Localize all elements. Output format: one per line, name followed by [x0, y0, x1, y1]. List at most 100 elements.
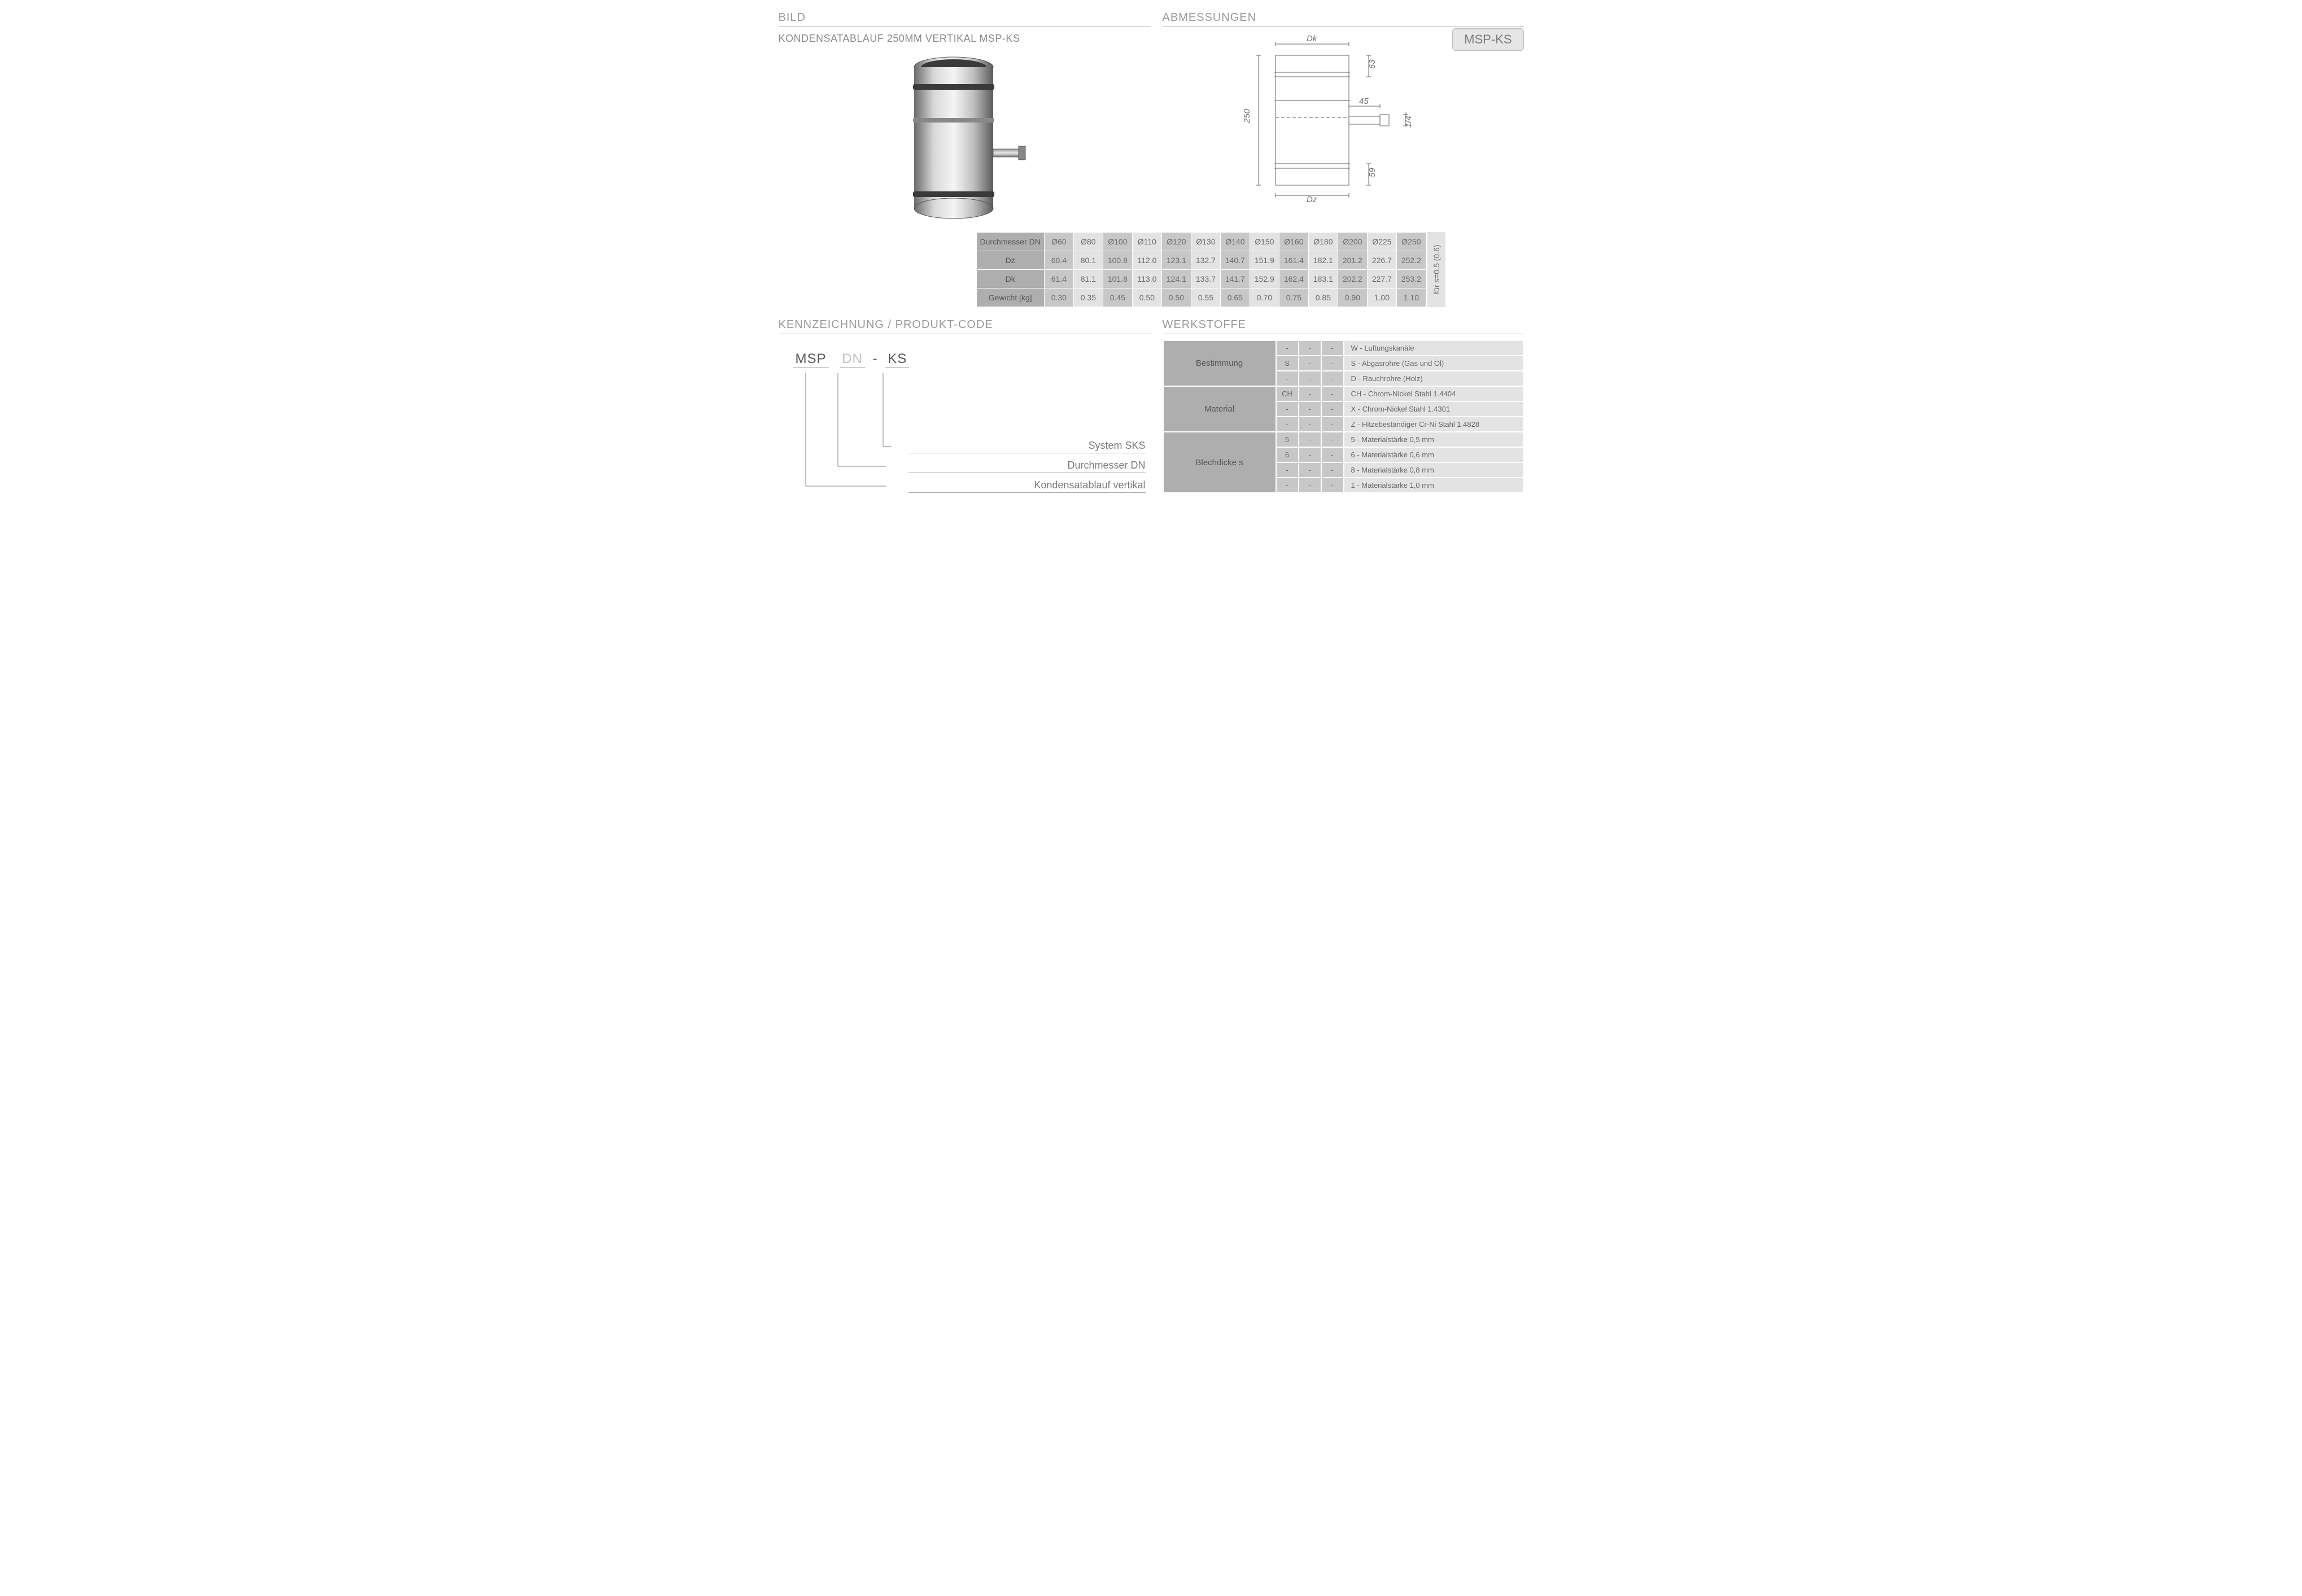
code-seg-ks: KS [885, 351, 909, 368]
dim-col-header: Ø200 [1338, 233, 1367, 251]
dim-cell: 1.10 [1396, 288, 1426, 307]
dim-cell: 133.7 [1191, 270, 1220, 288]
technical-drawing: Dk Dz 250 63 59 45 1/4" [1242, 33, 1445, 202]
werk-category: Material [1163, 386, 1276, 432]
dim-col-header: Ø250 [1396, 233, 1426, 251]
dim-cell: 112.0 [1132, 251, 1161, 270]
werk-code: - [1299, 371, 1321, 386]
werk-code: CH [1276, 386, 1299, 401]
werk-code: - [1299, 401, 1321, 417]
dim-cell: 1.00 [1367, 288, 1396, 307]
dim-cell: 0.90 [1338, 288, 1367, 307]
dim-cell: 227.7 [1367, 270, 1396, 288]
dim-cell: 123.1 [1161, 251, 1191, 270]
werk-desc: 5 - Materialstärke 0,5 mm [1344, 432, 1523, 447]
dim-col-header: Ø180 [1308, 233, 1338, 251]
dim-cell: 0.50 [1132, 288, 1161, 307]
dim-cell: 0.65 [1220, 288, 1250, 307]
werk-code: 5 [1276, 432, 1299, 447]
werk-code: - [1276, 462, 1299, 478]
werk-code: - [1276, 340, 1299, 356]
dim-row-label: Gewicht [kg] [976, 288, 1044, 307]
code-sep: - [873, 351, 878, 366]
dim-cell: 226.7 [1367, 251, 1396, 270]
werk-desc: Z - Hitzebeständiger Cr-Ni Stahl 1.4828 [1344, 417, 1523, 432]
werk-code: - [1276, 417, 1299, 432]
dim-col-header: Ø80 [1073, 233, 1103, 251]
dim-cell: 151.9 [1250, 251, 1279, 270]
svg-text:1/4": 1/4" [1404, 112, 1413, 128]
section-kennzeichnung: KENNZEICHNUNG / PRODUKT-CODE [779, 318, 1151, 334]
dim-cell: 0.70 [1250, 288, 1279, 307]
dim-col-header: Ø130 [1191, 233, 1220, 251]
werk-category: Blechdicke s [1163, 432, 1276, 493]
dim-cell: 201.2 [1338, 251, 1367, 270]
dim-col-header: Ø140 [1220, 233, 1250, 251]
dim-cell: 81.1 [1073, 270, 1103, 288]
werk-desc: CH - Chrom-Nickel Stahl 1.4404 [1344, 386, 1523, 401]
werk-category: Bestimmung [1163, 340, 1276, 386]
dim-cell: 0.35 [1073, 288, 1103, 307]
dim-col-header: Ø110 [1132, 233, 1161, 251]
werk-code: - [1321, 356, 1344, 371]
dim-cell: 0.30 [1044, 288, 1073, 307]
werk-desc: D - Rauchrohre (Holz) [1344, 371, 1523, 386]
dim-col-header: Ø150 [1250, 233, 1279, 251]
dim-row-label: Durchmesser DN [976, 233, 1044, 251]
dim-cell: 0.85 [1308, 288, 1338, 307]
werk-desc: 6 - Materialstärke 0,6 mm [1344, 447, 1523, 462]
werk-code: - [1299, 340, 1321, 356]
dim-cell: 0.50 [1161, 288, 1191, 307]
dim-cell: 202.2 [1338, 270, 1367, 288]
werk-code: - [1299, 356, 1321, 371]
dim-cell: 162.4 [1279, 270, 1308, 288]
svg-text:Dz: Dz [1307, 195, 1317, 202]
werk-code: - [1299, 462, 1321, 478]
werk-code: - [1321, 386, 1344, 401]
werk-code: - [1276, 478, 1299, 493]
dim-cell: 0.45 [1103, 288, 1132, 307]
werkstoffe-table: Bestimmung---W - LuftungskanäleS--S - Ab… [1163, 340, 1524, 493]
svg-text:45: 45 [1359, 97, 1369, 106]
dim-col-header: Ø225 [1367, 233, 1396, 251]
dim-cell: 61.4 [1044, 270, 1073, 288]
svg-text:Dk: Dk [1307, 34, 1318, 43]
dim-cell: 101.8 [1103, 270, 1132, 288]
werk-code: - [1299, 386, 1321, 401]
code-seg-msp: MSP [793, 351, 829, 368]
dim-cell: 0.55 [1191, 288, 1220, 307]
code-seg-dn: DN [840, 351, 865, 368]
dim-cell: 253.2 [1396, 270, 1426, 288]
dim-cell: 113.0 [1132, 270, 1161, 288]
dim-cell: 183.1 [1308, 270, 1338, 288]
dim-col-header: Ø160 [1279, 233, 1308, 251]
dim-col-header: Ø120 [1161, 233, 1191, 251]
svg-text:250: 250 [1242, 108, 1252, 124]
dim-cell: 0.75 [1279, 288, 1308, 307]
dim-cell: 60.4 [1044, 251, 1073, 270]
code-line-1: System SKS [908, 440, 1146, 453]
werk-code: - [1321, 478, 1344, 493]
product-badge: MSP-KS [1452, 28, 1523, 51]
code-tree: System SKS Durchmesser DN Kondensatablau… [796, 373, 1151, 497]
dim-cell: 161.4 [1279, 251, 1308, 270]
werk-desc: S - Abgasrohre (Gas und Öl) [1344, 356, 1523, 371]
dim-cell: 100.8 [1103, 251, 1132, 270]
dimensions-table: Durchmesser DNØ60Ø80Ø100Ø110Ø120Ø130Ø140… [976, 232, 1426, 307]
werk-desc: W - Luftungskanäle [1344, 340, 1523, 356]
dimensions-table-wrap: Durchmesser DNØ60Ø80Ø100Ø110Ø120Ø130Ø140… [976, 232, 1524, 307]
product-code-display: MSP DN - KS [790, 351, 1151, 368]
section-werkstoffe: WERKSTOFFE [1163, 318, 1524, 334]
dim-cell: 140.7 [1220, 251, 1250, 270]
werk-code: - [1299, 432, 1321, 447]
dim-cell: 124.1 [1161, 270, 1191, 288]
dim-col-header: Ø100 [1103, 233, 1132, 251]
werk-code: - [1321, 432, 1344, 447]
werk-code: S [1276, 356, 1299, 371]
werk-code: - [1299, 417, 1321, 432]
werk-desc: 8 - Materialstärke 0,8 mm [1344, 462, 1523, 478]
werk-desc: X - Chrom-Nickel Stahl 1.4301 [1344, 401, 1523, 417]
svg-text:63: 63 [1368, 59, 1377, 69]
dim-row-label: Dk [976, 270, 1044, 288]
dim-cell: 182.1 [1308, 251, 1338, 270]
